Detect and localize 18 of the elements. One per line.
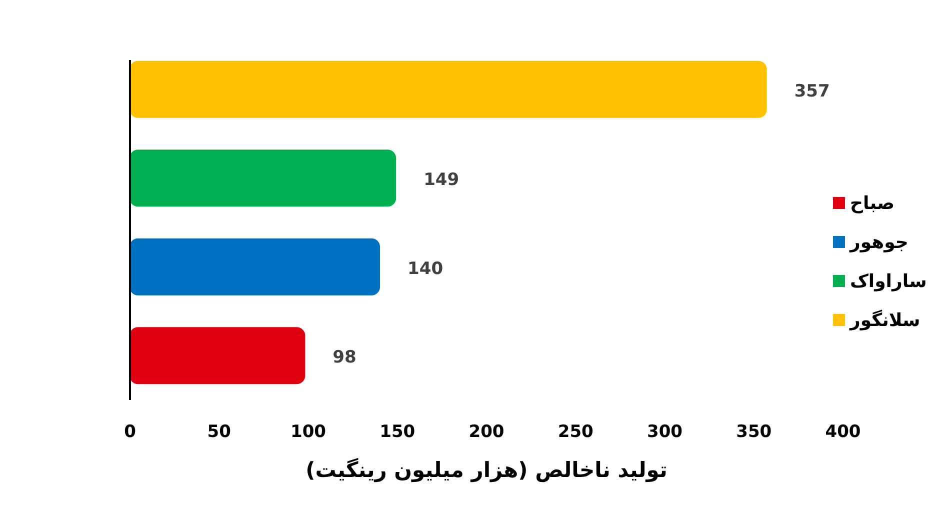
data-label: 98 xyxy=(332,348,356,368)
legend-label: صباح xyxy=(850,193,894,214)
x-tick-label: 400 xyxy=(825,422,861,442)
legend-label: سلانگور xyxy=(849,309,920,331)
legend-label: ساراواک xyxy=(850,271,927,292)
x-tick-label: 0 xyxy=(124,422,136,442)
x-tick-label: 300 xyxy=(647,422,683,442)
x-tick-label: 250 xyxy=(558,422,594,442)
x-tick-label: 200 xyxy=(468,422,504,442)
legend-label: جوهور xyxy=(849,232,908,253)
data-label: 149 xyxy=(424,170,460,190)
x-tick-label: 100 xyxy=(290,422,326,442)
data-label: 357 xyxy=(794,81,830,102)
x-tick-label: 50 xyxy=(207,422,232,442)
x-axis-title: تولید ناخالص (هزار میلیون رینگیت) xyxy=(306,457,668,483)
x-tick-label: 150 xyxy=(380,422,416,442)
x-tick-label: 350 xyxy=(736,422,772,442)
data-label: 140 xyxy=(408,258,444,279)
